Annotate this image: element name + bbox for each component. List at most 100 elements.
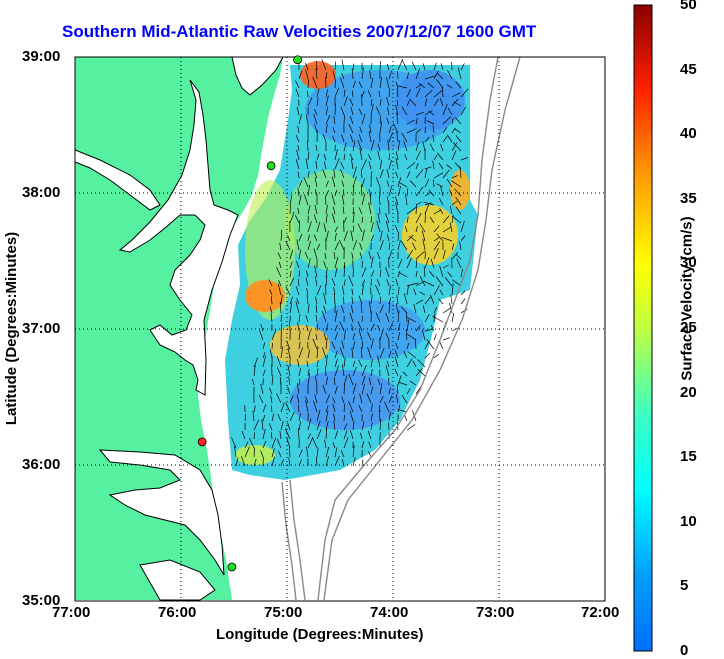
- velocity-vector: [366, 393, 372, 404]
- velocity-vector: [361, 260, 363, 269]
- velocity-vector: [262, 352, 266, 359]
- y-tick-label: 36:00: [22, 456, 61, 473]
- velocity-vector: [406, 258, 412, 269]
- velocity-vector: [451, 252, 459, 260]
- velocity-vector: [325, 124, 328, 134]
- velocity-vector: [262, 404, 267, 413]
- velocity-vector: [278, 280, 282, 287]
- velocity-vector: [348, 373, 354, 386]
- velocity-vector: [352, 445, 355, 458]
- velocity-vector: [307, 90, 309, 98]
- velocity-vector: [325, 72, 328, 80]
- velocity-vector: [304, 194, 309, 206]
- velocity-vector: [436, 233, 444, 242]
- velocity-vector: [397, 58, 403, 71]
- velocity-vector: [358, 405, 363, 413]
- velocity-vector: [386, 196, 390, 206]
- velocity-vector: [370, 403, 373, 413]
- velocity-vector: [454, 128, 462, 134]
- velocity-vector: [422, 305, 426, 314]
- velocity-vector: [276, 366, 282, 377]
- colorbar-tick-label: 20: [680, 383, 697, 401]
- velocity-vector: [427, 82, 435, 89]
- velocity-vector: [316, 428, 322, 440]
- velocity-vector: [433, 70, 439, 80]
- velocity-vector: [261, 419, 264, 431]
- velocity-vector: [296, 394, 300, 404]
- velocity-vector: [305, 158, 309, 170]
- velocity-vector: [340, 450, 345, 458]
- velocity-vector: [379, 169, 384, 179]
- velocity-vector: [368, 202, 372, 215]
- velocity-vector: [386, 63, 390, 71]
- velocity-vector: [379, 230, 383, 242]
- velocity-vector: [325, 355, 328, 368]
- velocity-vector: [316, 221, 321, 233]
- velocity-vector: [388, 422, 390, 431]
- velocity-vector: [306, 287, 309, 296]
- velocity-vector: [368, 441, 372, 449]
- velocity-vector: [279, 430, 282, 440]
- velocity-vector: [361, 441, 365, 449]
- velocity-vector: [424, 75, 436, 80]
- velocity-vector: [253, 458, 257, 467]
- velocity-vector: [315, 304, 318, 314]
- velocity-vector: [361, 193, 366, 206]
- velocity-vector: [367, 430, 372, 440]
- velocity-vector: [316, 243, 321, 251]
- velocity-vector: [442, 337, 451, 341]
- velocity-vector: [333, 252, 336, 260]
- velocity-vector: [436, 183, 444, 188]
- velocity-vector: [453, 101, 462, 107]
- velocity-vector: [296, 383, 300, 395]
- velocity-vector: [413, 304, 417, 314]
- velocity-vector: [252, 378, 255, 386]
- velocity-vector: [334, 267, 338, 278]
- velocity-vector: [387, 107, 390, 116]
- velocity-vector: [279, 301, 282, 314]
- velocity-vector: [385, 312, 390, 323]
- velocity-vector: [396, 295, 399, 305]
- velocity-vector: [394, 368, 399, 377]
- velocity-vector: [449, 189, 453, 197]
- velocity-vector: [423, 201, 435, 206]
- velocity-vector: [289, 447, 291, 458]
- velocity-vector: [440, 63, 444, 71]
- velocity-vector: [423, 266, 426, 278]
- x-tick-label: 75:00: [264, 604, 303, 621]
- velocity-vector: [307, 433, 311, 440]
- velocity-vector: [343, 430, 348, 440]
- velocity-vector: [269, 306, 273, 314]
- velocity-vector: [388, 350, 392, 359]
- velocity-vector: [370, 222, 374, 233]
- velocity-vector: [424, 251, 426, 260]
- velocity-vector: [325, 337, 328, 350]
- colorbar-tick-label: 15: [680, 448, 697, 466]
- velocity-vector: [433, 209, 442, 215]
- velocity-vector: [307, 418, 312, 431]
- velocity-vector: [352, 333, 356, 341]
- velocity-vector: [456, 258, 462, 269]
- velocity-vector: [316, 153, 320, 161]
- velocity-vector: [358, 295, 363, 305]
- velocity-vector: [432, 125, 435, 134]
- velocity-vector: [446, 178, 453, 188]
- velocity-vector: [253, 365, 256, 377]
- velocity-vector: [270, 395, 273, 404]
- velocity-vector: [421, 329, 426, 341]
- velocity-vector: [386, 234, 390, 242]
- velocity-vector: [407, 333, 417, 341]
- velocity-vector: [358, 133, 363, 143]
- velocity-vector: [316, 346, 319, 359]
- velocity-vector: [403, 140, 408, 152]
- velocity-vector: [331, 278, 336, 287]
- velocity-vector: [397, 375, 402, 386]
- y-tick-label: 38:00: [22, 184, 61, 201]
- velocity-vector: [258, 394, 264, 404]
- velocity-vector: [377, 378, 381, 386]
- velocity-vector: [385, 332, 390, 341]
- velocity-vector: [305, 396, 309, 404]
- velocity-vector: [406, 119, 415, 125]
- velocity-vector: [289, 395, 294, 404]
- delaware-bay: [231, 57, 284, 96]
